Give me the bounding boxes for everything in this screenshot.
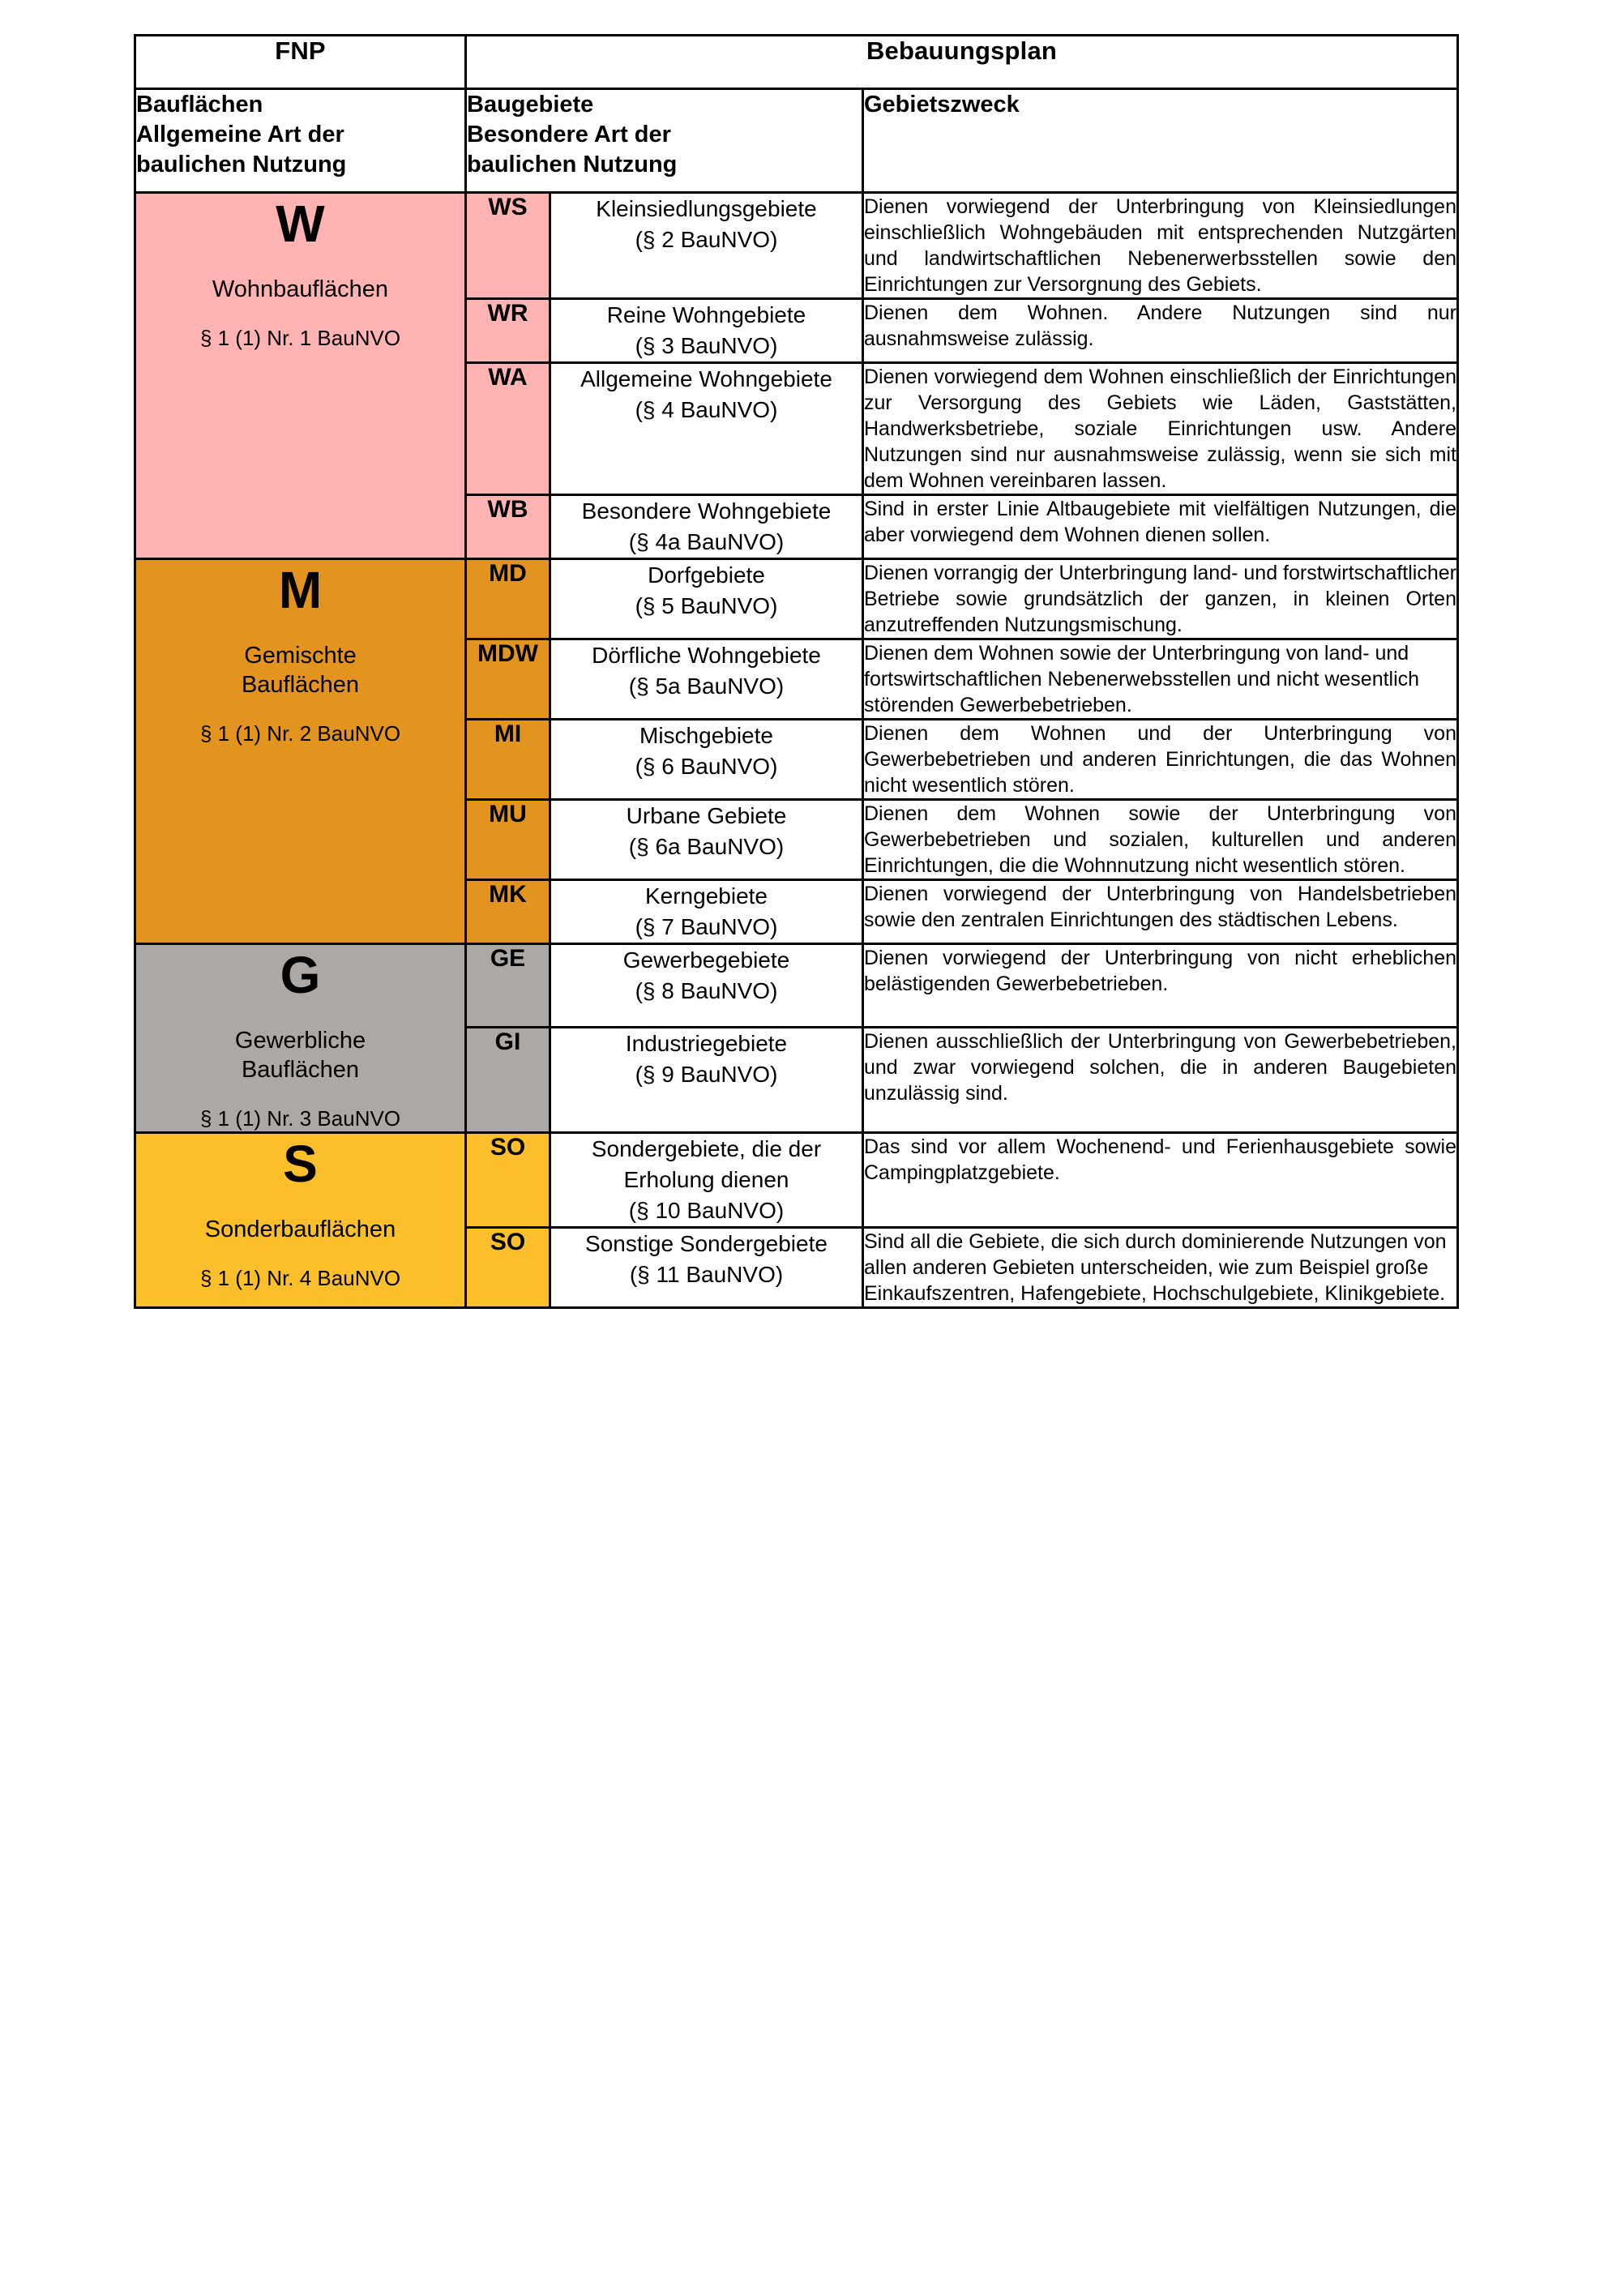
baugebiet-purpose: Dienen dem Wohnen und der Unterbringung … [862, 718, 1459, 801]
table-row: MK Kerngebiete (§ 7 BauNVO) Dienen vorwieg… [135, 879, 1459, 945]
baugebiet-name: Kerngebiete (§ 7 BauNVO) [549, 879, 864, 945]
baugebiet-purpose: Dienen vorwiegend dem Wohnen einschließl… [862, 361, 1459, 496]
baugebiet-purpose: Dienen vorwiegend der Unterbringung von … [862, 942, 1459, 1029]
baugebiet-name: Reine Wohngebiete (§ 3 BauNVO) [549, 297, 864, 364]
baugebiet-abbr: GI [464, 1026, 551, 1134]
table-row: WR Reine Wohngebiete (§ 3 BauNVO) Dienen d… [135, 297, 1459, 364]
baugebiet-abbr: SO [464, 1226, 551, 1309]
baugebiet-purpose: Sind in erster Linie Altbaugebiete mit v… [862, 494, 1459, 560]
baugebiet-name: Gewerbegebiete (§ 8 BauNVO) [549, 942, 864, 1029]
header-bauflaechen-l1: Bauflächen [136, 92, 263, 118]
baugebiet-name: Kleinsiedlungsgebiete (§ 2 BauNVO) [549, 191, 864, 300]
baugebiet-name: Sonstige Sondergebiete (§ 11 BauNVO) [549, 1226, 864, 1309]
table-row: GI Industriegebiete (§ 9 BauNVO) Dienen au… [135, 1026, 1459, 1134]
baugebiet-abbr: MDW [464, 638, 551, 720]
fnp-group-g: G Gewerbliche Bauflächen § 1 (1) Nr. 3 Bau… [134, 943, 467, 1134]
baunvo-comparison-table: FNP Bebauungsplan Bauflächen Allgemeine Art… [134, 34, 1459, 1309]
header-baugebiete-l3: baulichen Nutzung [467, 152, 678, 177]
fnp-group-paragraph: § 1 (1) Nr. 1 BauNVO [199, 326, 401, 350]
fnp-group-paragraph: § 1 (1) Nr. 3 BauNVO [199, 1106, 401, 1131]
table-row: MDW Dörfliche Wohngebiete (§ 5a BauNVO) Di… [135, 638, 1459, 720]
fnp-group-w: W Wohnbauflächen § 1 (1) Nr. 1 BauNVO [134, 191, 467, 560]
baugebiet-name: Mischgebiete (§ 6 BauNVO) [549, 718, 864, 801]
baugebiet-purpose: Das sind vor allem Wochenend- und Ferien… [862, 1131, 1459, 1229]
table-row: MI Mischgebiete (§ 6 BauNVO) Dienen dem Wo… [135, 718, 1459, 801]
table-row: WA Allgemeine Wohngebiete (§ 4 BauNVO) Die… [135, 361, 1459, 496]
baugebiet-purpose: Dienen ausschließlich der Unterbringung … [862, 1026, 1459, 1134]
baugebiet-purpose: Dienen dem Wohnen sowie der Unterbringun… [862, 638, 1459, 720]
table-row: SO Sonstige Sondergebiete (§ 11 BauNVO) Si… [135, 1226, 1459, 1309]
fnp-group-title: Gewerbliche Bauflächen [234, 1028, 366, 1083]
baugebiet-name: Dorfgebiete (§ 5 BauNVO) [549, 558, 864, 640]
fnp-group-title: Wohnbauflächen [212, 276, 389, 302]
header-bauflaechen-l3: baulichen Nutzung [136, 152, 347, 177]
baugebiet-abbr: MK [464, 879, 551, 945]
baugebiet-abbr: WB [464, 494, 551, 560]
fnp-group-s: S Sonderbauflächen § 1 (1) Nr. 4 BauNVO [134, 1131, 467, 1309]
baugebiet-name: Urbane Gebiete (§ 6a BauNVO) [549, 798, 864, 881]
table-row: W Wohnbauflächen § 1 (1) Nr. 1 BauNVO WS Kle… [134, 191, 1459, 560]
baugebiet-purpose: Dienen dem Wohnen. Andere Nutzungen sind… [862, 297, 1459, 364]
header-bauflaechen: Bauflächen Allgemeine Art der baulichen Nu… [134, 88, 467, 194]
baugebiet-name: Industriegebiete (§ 9 BauNVO) [549, 1026, 864, 1134]
fnp-group-m: M Gemischte Bauflächen § 1 (1) Nr. 2 BauNV… [134, 558, 467, 945]
baugebiet-name: Besondere Wohngebiete (§ 4a BauNVO) [549, 494, 864, 560]
table-row: G Gewerbliche Bauflächen § 1 (1) Nr. 3 Bau… [134, 942, 1459, 1134]
baugebiet-purpose: Sind all die Gebiete, die sich durch dom… [862, 1226, 1459, 1309]
baugebiet-abbr: WA [464, 361, 551, 496]
fnp-group-paragraph: § 1 (1) Nr. 4 BauNVO [199, 1266, 401, 1290]
header-baugebiete-l2: Besondere Art der [467, 122, 671, 148]
baugebiet-abbr: WS [464, 191, 551, 300]
baugebiet-abbr: MD [464, 558, 551, 640]
header-fnp: FNP [134, 34, 467, 90]
table-row: M Gemischte Bauflächen § 1 (1) Nr. 2 BauNV… [134, 558, 1459, 945]
header-baugebiete: Baugebiete Besondere Art der baulichen Nut… [464, 88, 864, 194]
fnp-group-letter: G [280, 946, 321, 1004]
baugebiet-purpose: Dienen vorwiegend der Unterbringung von … [862, 879, 1459, 945]
header-row-top: FNP Bebauungsplan [134, 34, 1459, 90]
header-bauflaechen-l2: Allgemeine Art der [136, 122, 344, 148]
table-row: WB Besondere Wohngebiete (§ 4a BauNVO) Sin… [135, 494, 1459, 560]
baugebiet-name: Sondergebiete, die der Erholung dienen (… [549, 1131, 864, 1229]
header-row-sub: Bauflächen Allgemeine Art der baulichen Nu… [134, 88, 1459, 194]
fnp-group-letter: M [278, 561, 323, 619]
baugebiet-abbr: MU [464, 798, 551, 881]
baugebiet-name: Dörfliche Wohngebiete (§ 5a BauNVO) [549, 638, 864, 720]
fnp-group-title: Sonderbauflächen [204, 1216, 396, 1242]
baugebiet-name: Allgemeine Wohngebiete (§ 4 BauNVO) [549, 361, 864, 496]
table-row: S Sonderbauflächen § 1 (1) Nr. 4 BauNVO SO S… [134, 1131, 1459, 1309]
header-baugebiete-l1: Baugebiete [467, 92, 594, 118]
header-gebietszweck: Gebietszweck [862, 88, 1459, 194]
baugebiet-abbr: GE [464, 942, 551, 1029]
fnp-group-title: Gemischte Bauflächen [241, 643, 360, 698]
header-gebietszweck-l1: Gebietszweck [864, 92, 1020, 118]
fnp-group-letter: S [283, 1135, 318, 1193]
baugebiet-purpose: Dienen vorwiegend der Unterbringung von … [862, 191, 1459, 300]
baugebiet-purpose: Dienen vorrangig der Unterbringung land-… [862, 558, 1459, 640]
table-row: MU Urbane Gebiete (§ 6a BauNVO) Dienen dem… [135, 798, 1459, 881]
baugebiet-abbr: SO [464, 1131, 551, 1229]
baugebiet-abbr: MI [464, 718, 551, 801]
baugebiet-purpose: Dienen dem Wohnen sowie der Unterbringun… [862, 798, 1459, 881]
fnp-group-letter: W [276, 195, 325, 253]
fnp-group-paragraph: § 1 (1) Nr. 2 BauNVO [199, 721, 401, 746]
header-bebauungsplan: Bebauungsplan [464, 34, 1459, 90]
baugebiet-abbr: WR [464, 297, 551, 364]
